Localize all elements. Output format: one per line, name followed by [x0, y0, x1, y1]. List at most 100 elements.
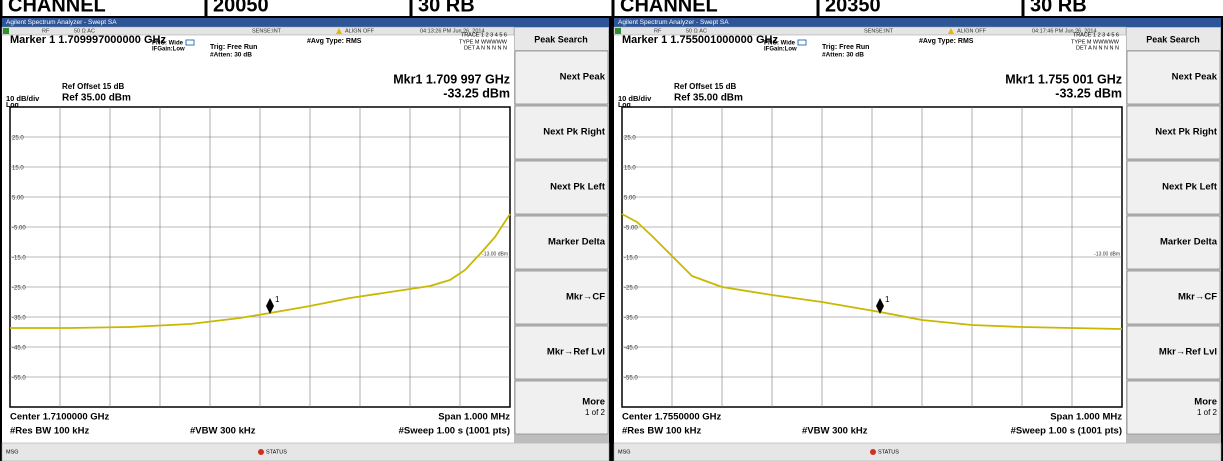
- status-text: 04:17:46 PM Jun 26, 2014: [1032, 28, 1097, 34]
- softkey[interactable]: [1126, 270, 1221, 325]
- info-text: #Avg Type: RMS: [307, 38, 362, 45]
- softkey[interactable]: [514, 325, 609, 380]
- softkey[interactable]: [514, 105, 609, 160]
- msg-label: MSG: [6, 449, 19, 455]
- softkey-label[interactable]: Next Peak: [1172, 72, 1218, 83]
- limit-label: -13.00 dBm: [1094, 251, 1120, 257]
- status-text: 50 Ω AC: [686, 28, 707, 34]
- status-text: RF: [654, 28, 662, 34]
- status-icon: [258, 449, 264, 455]
- lxi-icon: [615, 28, 621, 34]
- softkey[interactable]: [1126, 160, 1221, 215]
- softkey[interactable]: [514, 160, 609, 215]
- trace: [621, 213, 1123, 330]
- y-tick-label: -5.00: [12, 226, 26, 232]
- marker-level: -33.25 dBm: [1055, 86, 1122, 100]
- window-title: Agilent Spectrum Analyzer - Swept SA: [618, 19, 729, 26]
- softkey-label[interactable]: Next Pk Right: [543, 127, 606, 138]
- status-text: ALIGN OFF: [957, 28, 987, 34]
- softkey-label[interactable]: Mkr→Ref Lvl: [547, 347, 605, 358]
- pno-icon: [185, 39, 195, 46]
- softkey-label[interactable]: Marker Delta: [1160, 237, 1218, 248]
- lxi-icon: [3, 28, 9, 34]
- y-tick-label: 25.0: [624, 136, 636, 142]
- y-tick-label: 15.0: [624, 166, 636, 172]
- softkey-title-text: Peak Search: [534, 34, 588, 44]
- status-text: ALIGN OFF: [345, 28, 375, 34]
- info-text: PNO: Wide: [152, 41, 184, 47]
- ref-level: Ref 35.00 dBm: [674, 93, 743, 104]
- y-tick-label: -25.0: [624, 286, 638, 292]
- limit-label: -13.00 dBm: [482, 251, 508, 257]
- info-text: #Sweep 1.00 s (1001 pts): [399, 426, 510, 437]
- warning-icon: [336, 28, 342, 34]
- status-label: STATUS: [266, 449, 287, 455]
- info-text: DET A N N N N N: [1076, 45, 1119, 51]
- softkey[interactable]: [1126, 50, 1221, 105]
- marker-level: -33.25 dBm: [443, 86, 510, 100]
- softkey[interactable]: [1126, 215, 1221, 270]
- softkey-label[interactable]: Mkr→Ref Lvl: [1159, 347, 1217, 358]
- header-cell: 30 RB: [418, 0, 475, 16]
- info-text: #Atten: 30 dB: [822, 52, 864, 59]
- marker-frequency: Mkr1 1.709 997 GHz: [393, 72, 510, 86]
- marker-number: 1: [275, 295, 280, 304]
- softkey[interactable]: [514, 215, 609, 270]
- y-tick-label: -15.0: [12, 256, 26, 262]
- marker-diamond: [876, 298, 884, 314]
- info-text: #Avg Type: RMS: [919, 38, 974, 45]
- warning-icon: [948, 28, 954, 34]
- y-tick-label: 15.0: [12, 166, 24, 172]
- softkey-label[interactable]: Mkr→CF: [1178, 292, 1217, 303]
- marker-frequency: Mkr1 1.755 001 GHz: [1005, 72, 1122, 86]
- softkey-title: [1127, 28, 1220, 50]
- msg-bar: [613, 442, 1222, 461]
- softkey-page: 1 of 2: [1197, 408, 1218, 417]
- header-cell: 20350: [825, 0, 881, 16]
- softkey-label[interactable]: More: [582, 397, 605, 408]
- status-icon: [870, 449, 876, 455]
- y-tick-label: -5.00: [624, 226, 638, 232]
- info-text: PNO: Wide: [764, 41, 796, 47]
- softkey-label[interactable]: Marker Delta: [548, 237, 606, 248]
- softkey-label[interactable]: Next Pk Left: [550, 182, 606, 193]
- y-tick-label: -55.0: [624, 376, 638, 382]
- info-text: IFGain:Low: [152, 47, 185, 53]
- status-text: SENSE:INT: [252, 28, 282, 34]
- marker-number: 1: [885, 295, 890, 304]
- info-text: Log: [6, 102, 19, 109]
- y-tick-label: -45.0: [12, 346, 26, 352]
- status-text: SENSE:INT: [864, 28, 894, 34]
- softkey-title-text: Peak Search: [1146, 34, 1200, 44]
- y-tick-label: -15.0: [624, 256, 638, 262]
- softkey[interactable]: [514, 270, 609, 325]
- info-text: TYPE M WWWWW: [459, 39, 508, 45]
- info-text: TYPE M WWWWW: [1071, 39, 1120, 45]
- softkey-label[interactable]: Next Pk Left: [1162, 182, 1218, 193]
- softkey[interactable]: [514, 380, 609, 435]
- softkey[interactable]: [1126, 325, 1221, 380]
- marker-readout: Marker 1 1.755001000000 GHz: [622, 34, 778, 46]
- softkey[interactable]: [1126, 105, 1221, 160]
- status-text: RF: [42, 28, 50, 34]
- info-text: Center 1.7100000 GHz: [10, 412, 110, 423]
- marker-diamond: [266, 298, 274, 314]
- status-label: STATUS: [878, 449, 899, 455]
- info-text: 10 dB/div: [618, 94, 652, 103]
- info-text: IFGain:Low: [764, 47, 797, 53]
- marker-readout: Marker 1 1.709997000000 GHz: [10, 34, 166, 46]
- header-cell: CHANNEL: [8, 0, 106, 16]
- softkey-title: [515, 28, 608, 50]
- info-text: Trig: Free Run: [210, 44, 257, 51]
- info-text: TRACE 1 2 3 4 5 6: [1073, 32, 1119, 38]
- header-cell: 30 RB: [1030, 0, 1087, 16]
- softkey-label[interactable]: Next Pk Right: [1155, 127, 1218, 138]
- softkey-label[interactable]: Next Peak: [560, 72, 606, 83]
- softkey[interactable]: [514, 50, 609, 105]
- softkey-label[interactable]: More: [1194, 397, 1217, 408]
- status-text: 50 Ω AC: [74, 28, 95, 34]
- title-bar: [614, 18, 1221, 27]
- info-text: 10 dB/div: [6, 94, 40, 103]
- softkey[interactable]: [1126, 380, 1221, 435]
- softkey-label[interactable]: Mkr→CF: [566, 292, 605, 303]
